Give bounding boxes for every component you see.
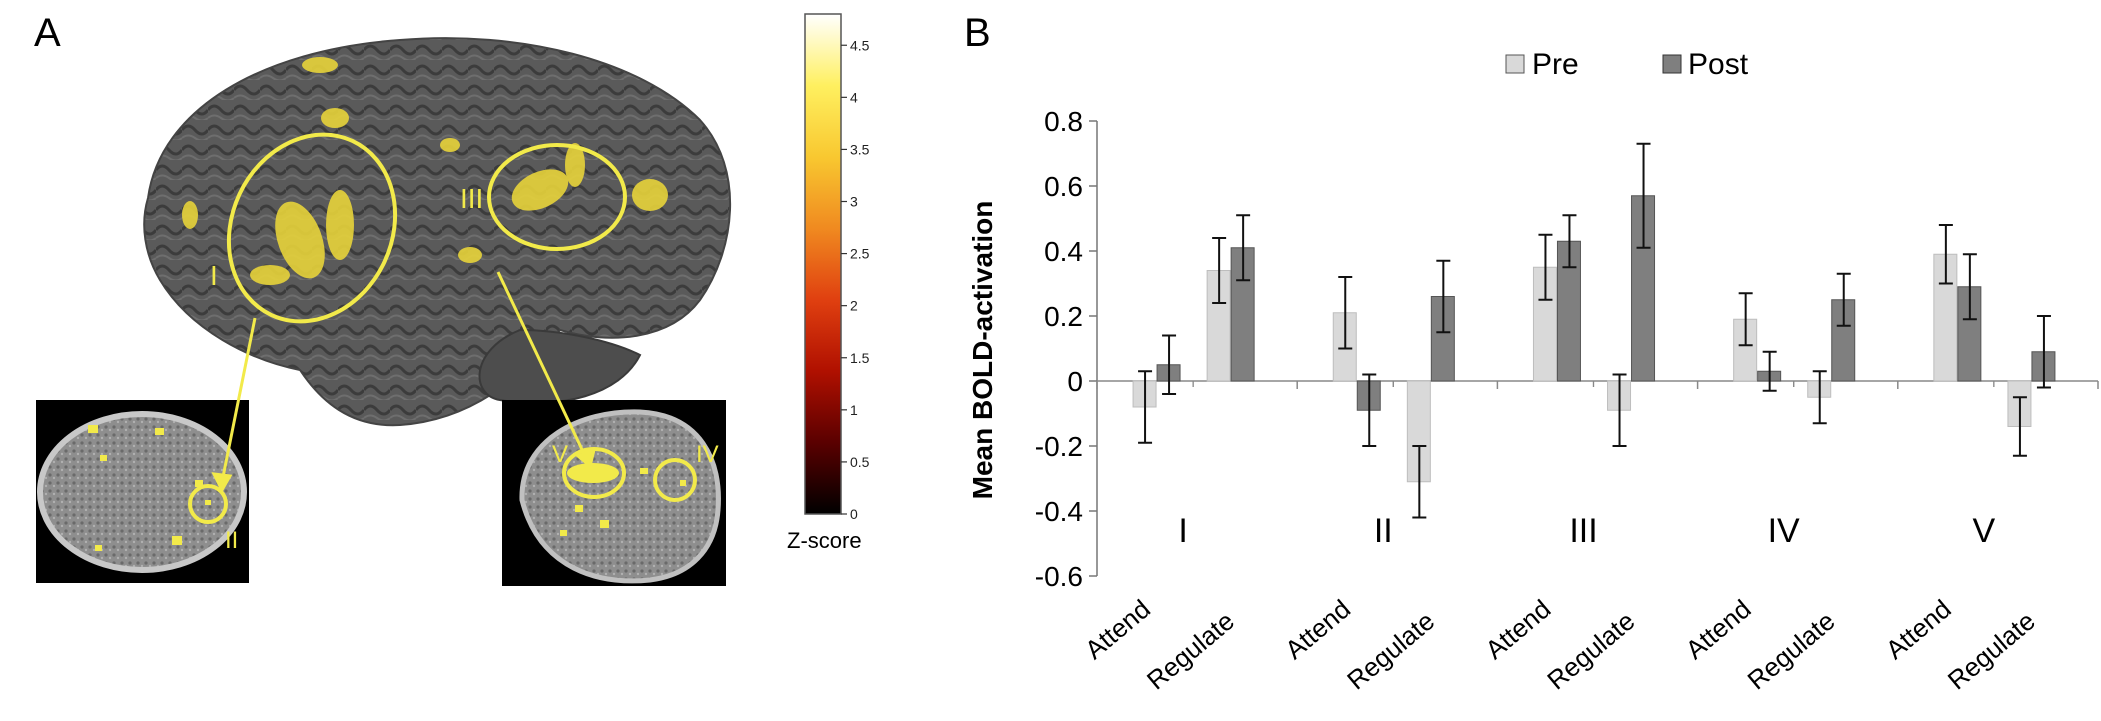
y-axis-label: Mean BOLD-activation [967,201,998,500]
region-label-ii: II [225,527,238,554]
legend-swatch-pre [1505,54,1525,74]
connector-arrows [211,271,597,494]
colorbar-tick-label: 1.5 [850,350,870,366]
sagittal-slice-inset: V IV [502,400,726,586]
condition-label: Regulate [1341,606,1440,696]
condition-label: Attend [1279,594,1356,665]
legend-label-pre: Pre [1532,48,1579,81]
arrowhead-i-to-ii [211,472,233,494]
colorbar-tick-label: 4 [850,89,858,105]
y-tick-label: -0.4 [1035,496,1083,527]
sagittal-activation-blobs [560,463,686,536]
region-label-v: V [552,441,568,468]
bar-chart: -0.6-0.4-0.200.20.40.60.8IAttendRegulate… [1035,106,2099,696]
y-tick-label: 0 [1067,366,1083,397]
colorbar-tick-label: 0.5 [850,454,870,470]
colorbar-tick-label: 2 [850,298,858,314]
group-label: V [1973,512,1996,550]
colorbar-tick-label: 0 [850,506,858,522]
colorbar-tick-label: 2.5 [850,246,870,262]
arrow-iii-to-v [496,271,588,459]
cerebellum [478,328,642,404]
sagittal-brain [519,409,721,584]
condition-label: Attend [1680,594,1757,665]
condition-label: Attend [1079,594,1156,665]
roi-circle-iv [653,458,697,502]
roi-circle-ii [188,484,228,524]
colorbar-tick-label: 1 [850,402,858,418]
condition-label: Attend [1880,594,1957,665]
axial-brain [37,411,247,573]
region-label-iv: IV [696,441,719,468]
y-tick-label: -0.2 [1035,431,1083,462]
panel-a-letter: A [34,11,61,55]
panel-b-letter: B [964,11,991,55]
legend-swatch-post [1662,54,1682,74]
arrowhead-iii-to-v [575,447,597,469]
zscore-colorbar: 0 0.5 1 1.5 2 2.5 3 3.5 4 4.5 Z-score [787,13,870,553]
condition-label: Regulate [1141,606,1240,696]
colorbar-gradient [804,13,842,515]
condition-label: Regulate [1541,606,1640,696]
condition-label: Regulate [1742,606,1841,696]
arrow-i-to-ii [220,317,257,483]
chart-legend: Pre Post [1505,48,1749,81]
colorbar-label: Z-score [787,528,862,553]
roi-circle-i [226,132,398,324]
group-label: II [1374,512,1393,550]
y-tick-label: -0.6 [1035,561,1083,592]
legend-label-post: Post [1688,48,1749,81]
y-tick-label: 0.2 [1044,301,1083,332]
group-label: I [1178,512,1187,550]
group-label: III [1569,512,1597,550]
colorbar-tick-label: 4.5 [850,37,870,53]
y-tick-label: 0.6 [1044,171,1083,202]
brain-surface: I III [143,37,732,427]
region-label-iii: III [460,183,483,214]
axial-activation-blobs [88,425,211,551]
group-label: IV [1768,512,1800,550]
y-tick-label: 0.8 [1044,106,1083,137]
axial-slice-inset: II [36,400,249,583]
panel-b: B Pre Post Mean BOLD-activation -0.6 -0.4… [964,11,2099,696]
condition-label: Attend [1479,594,1556,665]
colorbar-tick-label: 3.5 [850,141,870,157]
y-tick-label: 0.4 [1044,236,1083,267]
colorbar-tick-label: 3 [850,194,858,210]
brain-cortex [143,37,732,427]
panel-a: A I III [34,11,870,586]
colorbar-ticks: 0 0.5 1 1.5 2 2.5 3 3.5 4 4.5 [841,37,870,522]
region-label-i: I [210,260,218,291]
activation-blobs [182,57,668,285]
roi-circle-iii [487,143,627,251]
condition-label: Regulate [1942,606,2041,696]
